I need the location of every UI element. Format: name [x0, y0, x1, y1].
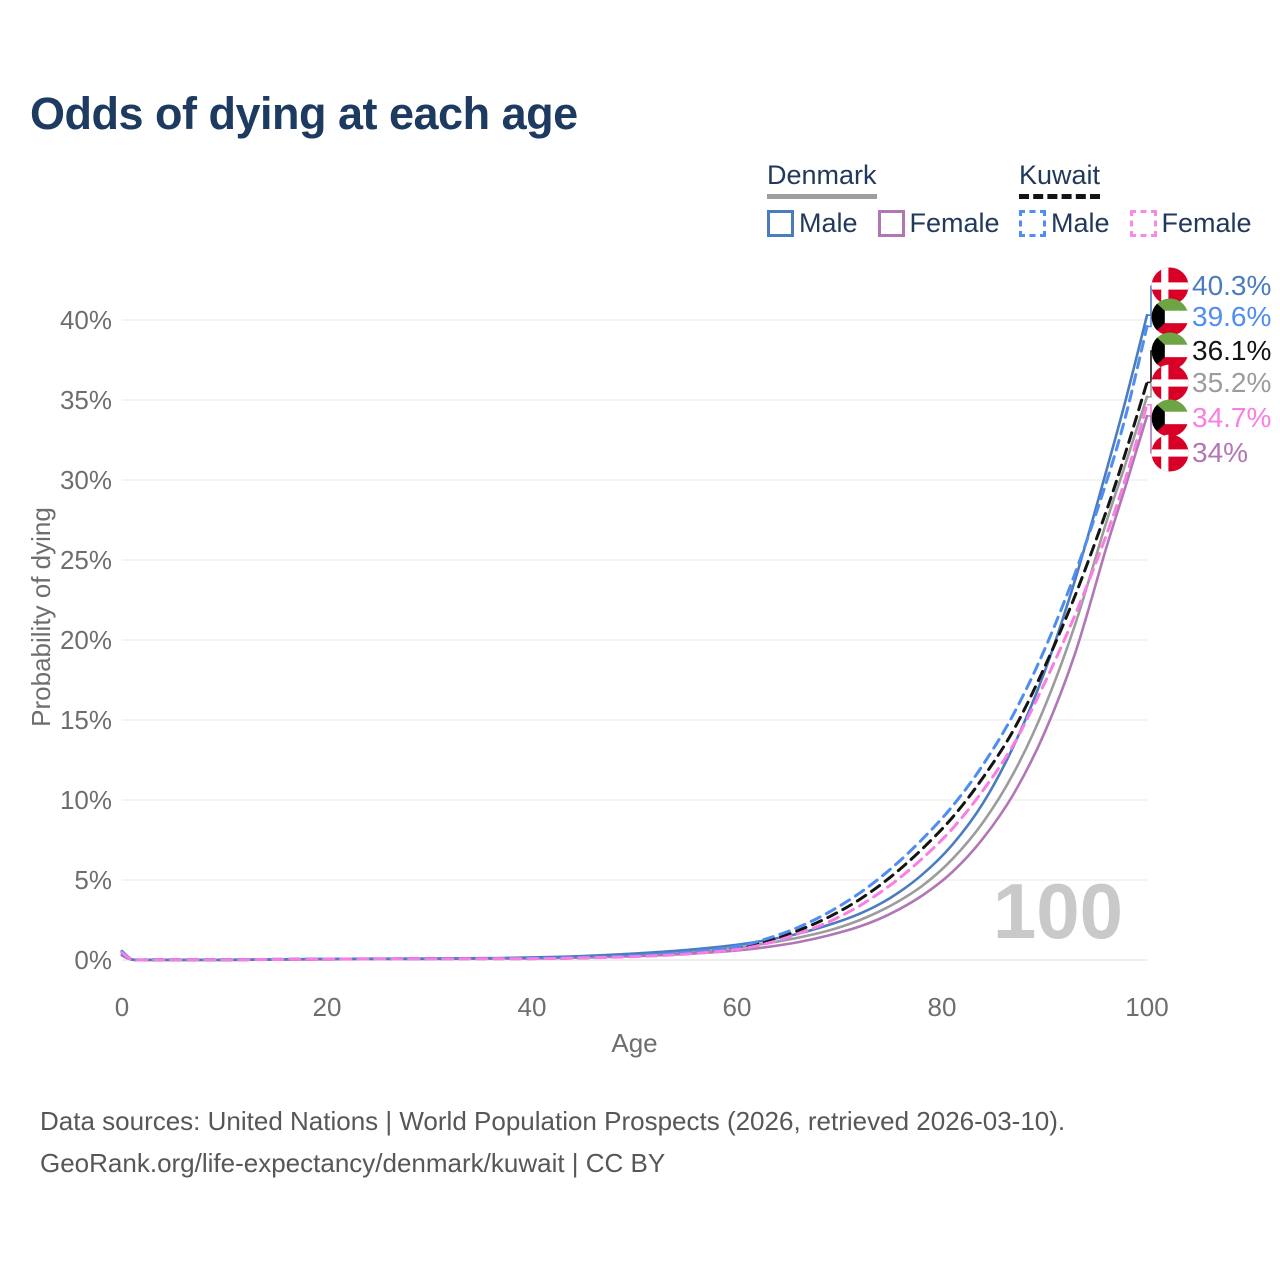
denmark-flag-icon	[1151, 434, 1189, 472]
denmark-flag-icon	[1151, 364, 1189, 402]
y-tick-label: 0%	[74, 945, 112, 975]
legend-item-denmark-male[interactable]: Male	[767, 208, 858, 239]
age-watermark: 100	[993, 867, 1123, 955]
kuwait-male-checkbox-icon	[1019, 210, 1046, 237]
end-label-value-kuwait_male: 39.6%	[1192, 301, 1271, 332]
series-line-denmark_male[interactable]	[120, 313, 1149, 962]
denmark-female-checkbox-icon	[877, 210, 905, 237]
y-tick-label: 15%	[60, 705, 112, 735]
legend-label-kuwait-male: Male	[1051, 208, 1110, 238]
end-label-kuwait_male: 39.6%	[1151, 298, 1271, 336]
page-title: Odds of dying at each age	[30, 88, 578, 139]
attribution-text: GeoRank.org/life-expectancy/denmark/kuwa…	[40, 1148, 666, 1178]
end-label-value-denmark_female: 34%	[1192, 437, 1248, 468]
end-label-value-denmark_male: 40.3%	[1192, 270, 1271, 301]
end-label-value-kuwait_both: 36.1%	[1192, 335, 1271, 366]
denmark-male-checkbox-icon	[767, 210, 794, 237]
x-tick-label: 100	[1125, 992, 1168, 1022]
kuwait-flag-icon	[1151, 298, 1189, 336]
y-tick-label: 25%	[60, 545, 112, 575]
x-tick-label: 40	[518, 992, 547, 1022]
legend: Denmark Male Female Kuwait Male Female	[0, 160, 1280, 250]
legend-group-kuwait: Kuwait Male Female	[1019, 160, 1252, 239]
legend-item-kuwait-female[interactable]: Female	[1129, 208, 1252, 239]
legend-label-denmark-male: Male	[799, 208, 858, 238]
kuwait-flag-icon	[1151, 332, 1189, 370]
legend-group-denmark: Denmark Male Female	[767, 160, 1000, 239]
series-line-kuwait_male[interactable]	[120, 324, 1149, 962]
end-label-denmark_female: 34%	[1151, 434, 1248, 472]
denmark-flag-icon	[1151, 267, 1189, 305]
legend-item-kuwait-male[interactable]: Male	[1019, 208, 1110, 239]
legend-label-kuwait-female: Female	[1161, 208, 1252, 238]
x-tick-label: 60	[723, 992, 752, 1022]
y-tick-label: 10%	[60, 785, 112, 815]
end-label-value-kuwait_female: 34.7%	[1192, 402, 1271, 433]
legend-country-kuwait[interactable]: Kuwait	[1019, 160, 1101, 199]
x-tick-label: 80	[928, 992, 957, 1022]
kuwait-female-checkbox-icon	[1129, 210, 1157, 237]
legend-label-denmark-female: Female	[909, 208, 1000, 238]
series-line-kuwait_female[interactable]	[120, 403, 1149, 962]
y-tick-label: 35%	[60, 385, 112, 415]
end-label-denmark_male: 40.3%	[1151, 267, 1271, 305]
data-sources-text: Data sources: United Nations | World Pop…	[40, 1106, 1066, 1136]
end-label-value-denmark_both: 35.2%	[1192, 367, 1271, 398]
legend-row-denmark: Male Female	[767, 208, 1000, 239]
x-axis-title: Age	[611, 1028, 657, 1058]
kuwait-flag-icon	[1151, 399, 1189, 437]
x-tick-label: 0	[115, 992, 129, 1022]
legend-country-denmark[interactable]: Denmark	[767, 160, 877, 199]
legend-row-kuwait: Male Female	[1019, 208, 1252, 239]
y-tick-label: 40%	[60, 305, 112, 335]
end-label-denmark_both: 35.2%	[1151, 364, 1271, 402]
end-label-kuwait_female: 34.7%	[1151, 399, 1271, 437]
x-tick-label: 20	[313, 992, 342, 1022]
series-line-kuwait_both[interactable]	[120, 380, 1149, 962]
y-axis-title: Probability of dying	[26, 507, 56, 727]
y-tick-label: 30%	[60, 465, 112, 495]
end-label-kuwait_both: 36.1%	[1151, 332, 1271, 370]
y-tick-label: 20%	[60, 625, 112, 655]
legend-item-denmark-female[interactable]: Female	[877, 208, 1000, 239]
y-tick-label: 5%	[74, 865, 112, 895]
